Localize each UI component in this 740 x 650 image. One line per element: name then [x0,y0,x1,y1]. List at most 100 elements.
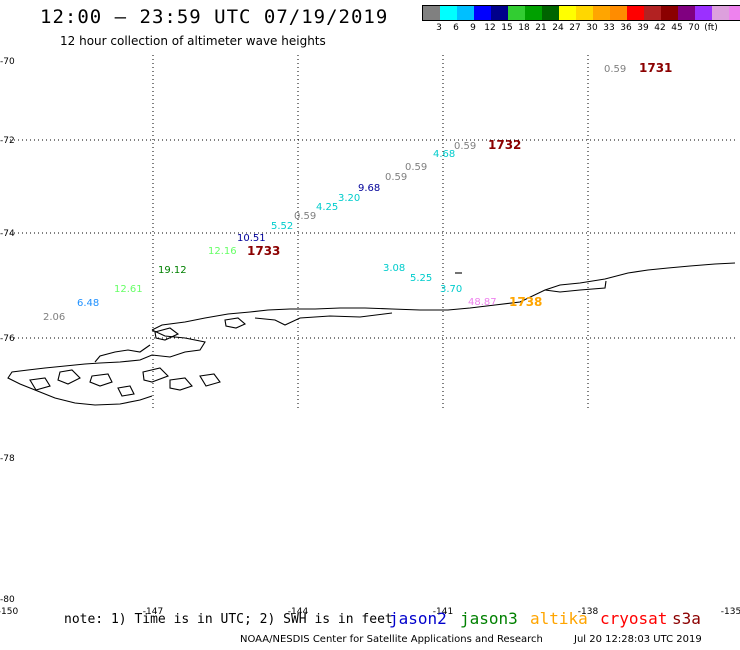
scale-label: 27 [569,23,581,33]
latitude-label: -70 [0,57,15,67]
scale-swatch [610,6,627,20]
scale-swatch [474,6,491,20]
scale-label: 24 [552,23,564,33]
wave-height-label: 3.08 [383,263,405,274]
island [154,327,180,341]
scale-swatch [729,6,740,20]
legend-jason2: jason2 [389,609,447,628]
credit-date: Jul 20 12:28:03 UTC 2019 [574,634,702,645]
legend-altika: altika [530,609,588,628]
scale-swatch [542,6,559,20]
wave-height-label: 48.87 [468,297,497,308]
pass-time-labels: 1731 1732 1733 1738 [247,61,672,309]
pass-time-label: 1731 [639,61,672,75]
island [117,385,135,397]
scale-label: 12 [484,23,496,33]
island [169,377,193,391]
wave-height-label: 5.25 [410,273,432,284]
latitude-label: -76 [0,334,15,344]
island [224,317,247,329]
scale-swatch [508,6,525,20]
wave-height-label: 19.12 [158,265,187,276]
longitude-label: -150 [0,607,19,617]
scale-label: 21 [535,23,547,33]
scale-swatch [593,6,610,20]
wave-height-label: 12.16 [208,246,237,257]
scale-swatch [525,6,542,20]
scale-label: 30 [586,23,598,33]
map-title: 12:00 – 23:59 UTC 07/19/2019 [40,6,389,28]
scale-swatch [491,6,508,20]
longitude-label: -144 [287,607,309,617]
scale-swatch [661,6,678,20]
scale-label: 3 [436,23,442,33]
map-grid [10,55,735,408]
legend-jason3: jason3 [460,609,518,628]
map-subtitle: 12 hour collection of altimeter wave hei… [60,34,326,48]
coastline-inner [94,344,151,363]
pass-time-label: 1733 [247,244,280,258]
wave-height-label: 0.59 [405,162,427,173]
scale-swatch [695,6,712,20]
coastline [7,262,736,406]
scale-label: 45 [671,23,683,33]
wave-height-label: 6.48 [77,298,99,309]
color-scale-labels: 3 6 9 12 15 18 21 24 27 30 33 36 39 42 45 70 (ft) [422,21,740,33]
scale-swatch [423,6,440,20]
scale-swatch [627,6,644,20]
wave-height-labels: 0.590.594.680.590.599.683.204.250.595.52… [43,64,626,323]
wave-height-label: 4.25 [316,202,338,213]
longitude-label: -135 [720,607,740,617]
scale-swatch [576,6,593,20]
wave-height-label: 0.59 [454,141,476,152]
footer-note: note: 1) Time is in UTC; 2) SWH is in fe… [64,612,393,627]
scale-label: 33 [603,23,615,33]
longitude-label: -147 [142,607,164,617]
wave-height-label: 5.52 [271,221,293,232]
island [89,373,113,387]
color-scale: 3 6 9 12 15 18 21 24 27 30 33 36 39 42 45 70 (ft) [422,5,740,33]
scale-swatch [712,6,729,20]
legend-s3a: s3a [672,609,701,628]
latitude-label: -78 [0,454,15,464]
coastline-west [7,329,206,406]
scale-label: 39 [637,23,649,33]
scale-swatch [559,6,576,20]
scale-label: 9 [470,23,476,33]
scale-label: 70 [688,23,700,33]
coastline-main [151,262,736,331]
wave-height-label: 0.59 [604,64,626,75]
wave-height-label: 0.59 [385,172,407,183]
island [142,367,169,383]
pass-time-label: 1732 [488,138,521,152]
coastline-shelf [254,280,607,326]
scale-label: 18 [518,23,530,33]
latitude-label: -74 [0,229,15,239]
wave-height-label: 3.70 [440,284,462,295]
island [199,373,221,387]
scale-swatch [457,6,474,20]
wave-height-label: 12.61 [114,284,143,295]
scale-label: 15 [501,23,513,33]
scale-swatch [678,6,695,20]
credit-text: NOAA/NESDIS Center for Satellite Applica… [240,634,543,645]
scale-swatch [644,6,661,20]
scale-label: 6 [453,23,459,33]
longitude-label: -141 [432,607,454,617]
wave-height-label: 9.68 [358,183,380,194]
scale-label: 36 [620,23,632,33]
wave-height-label: 4.68 [433,149,455,160]
latitude-label: -72 [0,136,15,146]
scale-label: 42 [654,23,666,33]
wave-height-label: 2.06 [43,312,65,323]
wave-height-label: 0.59 [294,211,316,222]
longitude-label: -138 [577,607,599,617]
scale-label: (ft) [704,23,718,33]
legend-cryosat: cryosat [600,609,668,628]
scale-swatch [440,6,457,20]
island [57,369,81,385]
pass-time-label: 1738 [509,295,542,309]
island [29,377,51,391]
wave-height-label: 3.20 [338,193,360,204]
